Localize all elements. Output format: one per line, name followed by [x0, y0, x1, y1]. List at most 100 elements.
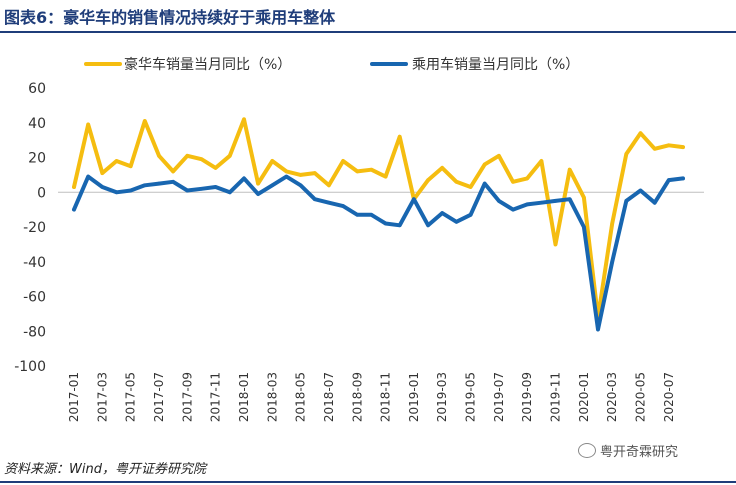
data-point-series-2: [667, 178, 671, 182]
x-tick-label: 2017-11: [209, 372, 223, 422]
data-point-series-1: [610, 221, 614, 226]
wechat-icon: [578, 443, 596, 458]
data-point-series-1: [454, 180, 459, 184]
data-point-series-1: [284, 169, 289, 174]
data-point-series-2: [681, 176, 685, 181]
series-line-1: [72, 117, 685, 320]
data-point-series-2: [185, 188, 190, 193]
x-tick-label: 2019-09: [520, 372, 534, 422]
data-point-series-1: [511, 180, 515, 184]
x-tick-label: 2017-09: [180, 372, 194, 422]
data-point-series-2: [86, 174, 90, 179]
data-point-series-2: [256, 192, 260, 196]
data-point-series-2: [426, 223, 430, 228]
x-tick-label: 2017-03: [95, 372, 109, 422]
data-point-series-1: [157, 154, 161, 158]
data-point-series-2: [412, 197, 416, 201]
data-point-series-2: [341, 204, 345, 208]
data-point-series-1: [468, 185, 473, 189]
data-point-series-1: [582, 195, 586, 200]
data-point-series-2: [482, 181, 487, 186]
data-point-series-2: [114, 190, 119, 195]
data-point-series-1: [497, 154, 501, 158]
source-note: 资料来源：Wind，粤开证券研究院: [4, 462, 206, 477]
data-point-series-2: [228, 190, 232, 195]
data-point-series-1: [539, 159, 544, 163]
data-point-series-2: [270, 183, 275, 188]
legend-label-2: 乘用车销量当月同比（%）: [412, 56, 579, 73]
data-point-series-1: [298, 173, 303, 177]
data-point-series-2: [454, 220, 459, 224]
data-point-series-1: [313, 171, 317, 175]
data-point-series-1: [228, 154, 232, 158]
x-tick-label: 2017-01: [67, 372, 81, 422]
data-point-series-2: [511, 207, 515, 212]
data-point-series-2: [383, 221, 388, 226]
data-point-series-1: [681, 145, 685, 149]
data-point-series-2: [143, 183, 147, 188]
data-point-series-2: [497, 199, 501, 203]
y-tick-label: -20: [23, 220, 46, 236]
data-point-series-1: [624, 152, 629, 156]
data-point-series-1: [355, 169, 360, 174]
data-point-series-1: [341, 159, 345, 163]
data-point-series-1: [171, 169, 175, 174]
y-tick-label: 40: [28, 116, 46, 132]
data-point-series-1: [567, 167, 572, 172]
legend: 豪华车销量当月同比（%） 乘用车销量当月同比（%）: [84, 56, 579, 73]
x-tick-label: 2020-01: [577, 372, 591, 422]
data-point-series-1: [128, 164, 133, 168]
data-point-series-2: [313, 197, 317, 201]
y-tick-label: 20: [28, 151, 46, 167]
series-layer: [72, 117, 685, 332]
data-point-series-2: [440, 211, 445, 215]
data-point-series-1: [652, 147, 657, 151]
data-point-series-2: [567, 197, 572, 201]
data-point-series-2: [369, 213, 374, 217]
data-point-series-1: [426, 178, 430, 182]
series-line-2: [72, 174, 685, 332]
x-tick-label: 2018-07: [322, 372, 336, 422]
legend-label-1: 豪华车销量当月同比（%）: [124, 56, 291, 73]
data-point-series-1: [440, 166, 445, 170]
x-tick-label: 2017-05: [124, 372, 138, 422]
y-tick-label: -40: [23, 255, 46, 271]
data-point-series-2: [397, 223, 402, 228]
data-point-series-1: [667, 143, 671, 148]
data-point-series-1: [199, 157, 204, 161]
x-tick-label: 2017-07: [152, 372, 166, 422]
data-point-series-2: [242, 176, 246, 181]
x-tick-label: 2020-03: [605, 372, 619, 422]
data-point-series-2: [525, 202, 529, 207]
data-point-series-1: [242, 117, 246, 122]
bottom-divider: [0, 481, 736, 483]
y-axis: 60 40 20 0 -20 -40 -60 -80 -100: [14, 81, 46, 375]
data-point-series-2: [327, 200, 331, 205]
data-point-series-2: [72, 207, 76, 212]
data-point-series-2: [199, 187, 204, 191]
data-point-series-2: [553, 199, 558, 203]
x-tick-label: 2018-03: [265, 372, 279, 422]
x-tick-label: 2018-11: [379, 372, 393, 422]
data-point-series-2: [638, 188, 643, 193]
data-point-series-2: [128, 188, 133, 193]
watermark: 粤开奇霖研究: [578, 441, 678, 460]
y-tick-label: -80: [23, 324, 46, 340]
data-point-series-1: [185, 154, 190, 158]
data-point-series-1: [482, 162, 487, 167]
x-tick-label: 2020-05: [634, 372, 648, 422]
data-point-series-2: [284, 174, 289, 179]
data-point-series-2: [355, 213, 360, 217]
data-point-series-2: [596, 327, 600, 332]
data-point-series-1: [72, 185, 76, 189]
data-point-series-2: [610, 260, 614, 264]
data-point-series-2: [213, 185, 218, 189]
data-point-series-1: [327, 183, 331, 188]
data-point-series-2: [100, 185, 105, 189]
x-axis: 2017-01 2017-03 2017-05 2017-07 2017-09 2017-…: [58, 191, 704, 422]
data-point-series-2: [582, 225, 586, 229]
data-point-series-2: [624, 199, 629, 203]
data-point-series-1: [86, 122, 90, 127]
title-divider: [0, 31, 736, 33]
